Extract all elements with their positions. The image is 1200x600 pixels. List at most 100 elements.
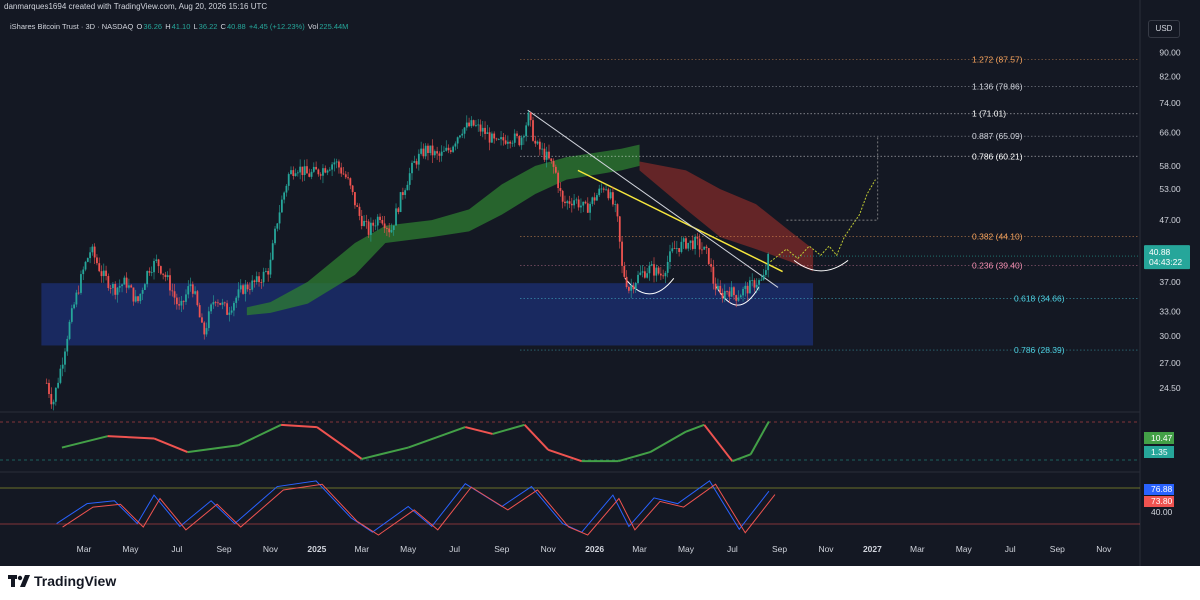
candle-body <box>728 291 731 297</box>
candle-body <box>228 312 231 315</box>
candle-body <box>671 248 674 252</box>
candle-body <box>614 204 617 205</box>
chart-area[interactable]: 1.272 (87.57) 1.136 (78.86) 1 (71.01) 0.887… <box>0 0 1200 566</box>
candle-body <box>605 189 607 191</box>
close-label: C <box>220 22 226 31</box>
oscillator-line-segment <box>685 423 705 433</box>
candle-body <box>753 280 756 288</box>
candle-body <box>710 264 712 267</box>
candle-body <box>525 125 528 137</box>
oscillator-line-segment <box>732 453 752 463</box>
oscillator-value-label: 10.47 <box>1151 433 1173 443</box>
candle-body <box>420 148 423 154</box>
candle-body <box>310 171 313 177</box>
candle-body <box>319 174 322 176</box>
candle-body <box>566 201 569 204</box>
candle-body <box>500 137 502 140</box>
time-tick-label: Sep <box>1050 544 1065 554</box>
candle-body <box>726 291 728 292</box>
candle-body <box>584 201 587 204</box>
oscillator-line-segment <box>523 424 549 451</box>
candle-body <box>201 317 203 323</box>
current-price-label: 40.88 <box>1149 247 1171 257</box>
price-tick-label: 27.00 <box>1159 358 1181 368</box>
candle-body <box>746 285 749 294</box>
oscillator-line-segment <box>107 435 155 440</box>
candle-body <box>112 284 114 289</box>
candle-body <box>764 270 767 275</box>
ichimoku-cloud-bullish <box>246 144 640 316</box>
oscillator-line-segment <box>465 426 493 435</box>
candle-body <box>287 174 290 186</box>
bar-countdown-label: 04:43:22 <box>1149 257 1182 267</box>
candle-body <box>370 222 372 235</box>
volume-label: Vol <box>307 22 319 31</box>
candle-body <box>580 205 582 208</box>
candle-body <box>159 266 162 274</box>
candle-body <box>164 274 167 278</box>
fib-level-label: 1 (71.01) <box>972 109 1006 119</box>
oscillator-signal-badge <box>1144 446 1174 458</box>
candle-body <box>326 170 329 173</box>
candle-body <box>557 172 560 189</box>
candle-body <box>390 229 393 233</box>
candle-body <box>495 138 498 140</box>
candle-body <box>194 291 197 294</box>
candle-body <box>251 280 254 290</box>
oscillator-line-segment <box>361 446 409 460</box>
currency-button[interactable]: USD <box>1148 20 1180 38</box>
symbol-name[interactable]: iShares Bitcoin Trust · 3D · NASDAQ <box>10 22 134 31</box>
candle-body <box>212 302 215 305</box>
candle-body <box>296 172 299 174</box>
tradingview-logo[interactable]: TradingView <box>8 573 116 589</box>
candle-body <box>253 280 256 283</box>
candle-body <box>45 382 48 384</box>
candle-body <box>86 258 89 262</box>
tradingview-logo-icon <box>8 575 30 587</box>
candle-body <box>404 190 407 195</box>
candle-body <box>290 170 292 175</box>
candle-body <box>185 294 187 302</box>
candle-body <box>678 248 681 252</box>
candle-body <box>468 122 470 127</box>
rounded-bottom-arc <box>624 278 675 295</box>
candle-body <box>223 302 226 304</box>
candle-body <box>73 304 76 309</box>
candle-body <box>392 225 395 230</box>
oscillator-line-segment <box>187 444 239 454</box>
candle-body <box>153 260 155 273</box>
candle-body <box>730 287 733 297</box>
candle-body <box>96 257 98 264</box>
candle-body <box>627 286 630 291</box>
candle-body <box>312 166 315 172</box>
symbol-legend[interactable]: iShares Bitcoin Trust · 3D · NASDAQ O36.… <box>10 22 349 31</box>
time-tick-label: Sep <box>494 544 509 554</box>
candle-body <box>132 287 135 302</box>
candle-body <box>242 285 244 294</box>
candle-body <box>84 261 87 270</box>
candle-body <box>249 289 251 291</box>
candle-body <box>596 195 598 201</box>
candle-body <box>385 228 388 229</box>
stoch-d-label: 73.80 <box>1151 496 1173 506</box>
time-tick-label: Jul <box>1005 544 1016 554</box>
candle-body <box>637 274 639 284</box>
candle-body <box>82 269 85 275</box>
candle-body <box>372 222 375 226</box>
candle-body <box>609 192 612 199</box>
candle-body <box>739 295 742 298</box>
rounded-bottom-arc <box>793 259 849 272</box>
candle-body <box>527 112 530 126</box>
candle-body <box>102 270 105 277</box>
candle-body <box>285 185 288 193</box>
candle-body <box>187 286 190 295</box>
oscillator-line-segment <box>649 430 687 453</box>
candle-body <box>536 141 539 144</box>
chart-canvas[interactable]: 1.272 (87.57) 1.136 (78.86) 1 (71.01) 0.887… <box>0 0 1200 566</box>
stoch-d-line <box>62 483 776 536</box>
time-tick-label: Mar <box>77 544 92 554</box>
candle-body <box>607 189 610 199</box>
candle-body <box>417 153 420 165</box>
candle-body <box>685 238 687 249</box>
